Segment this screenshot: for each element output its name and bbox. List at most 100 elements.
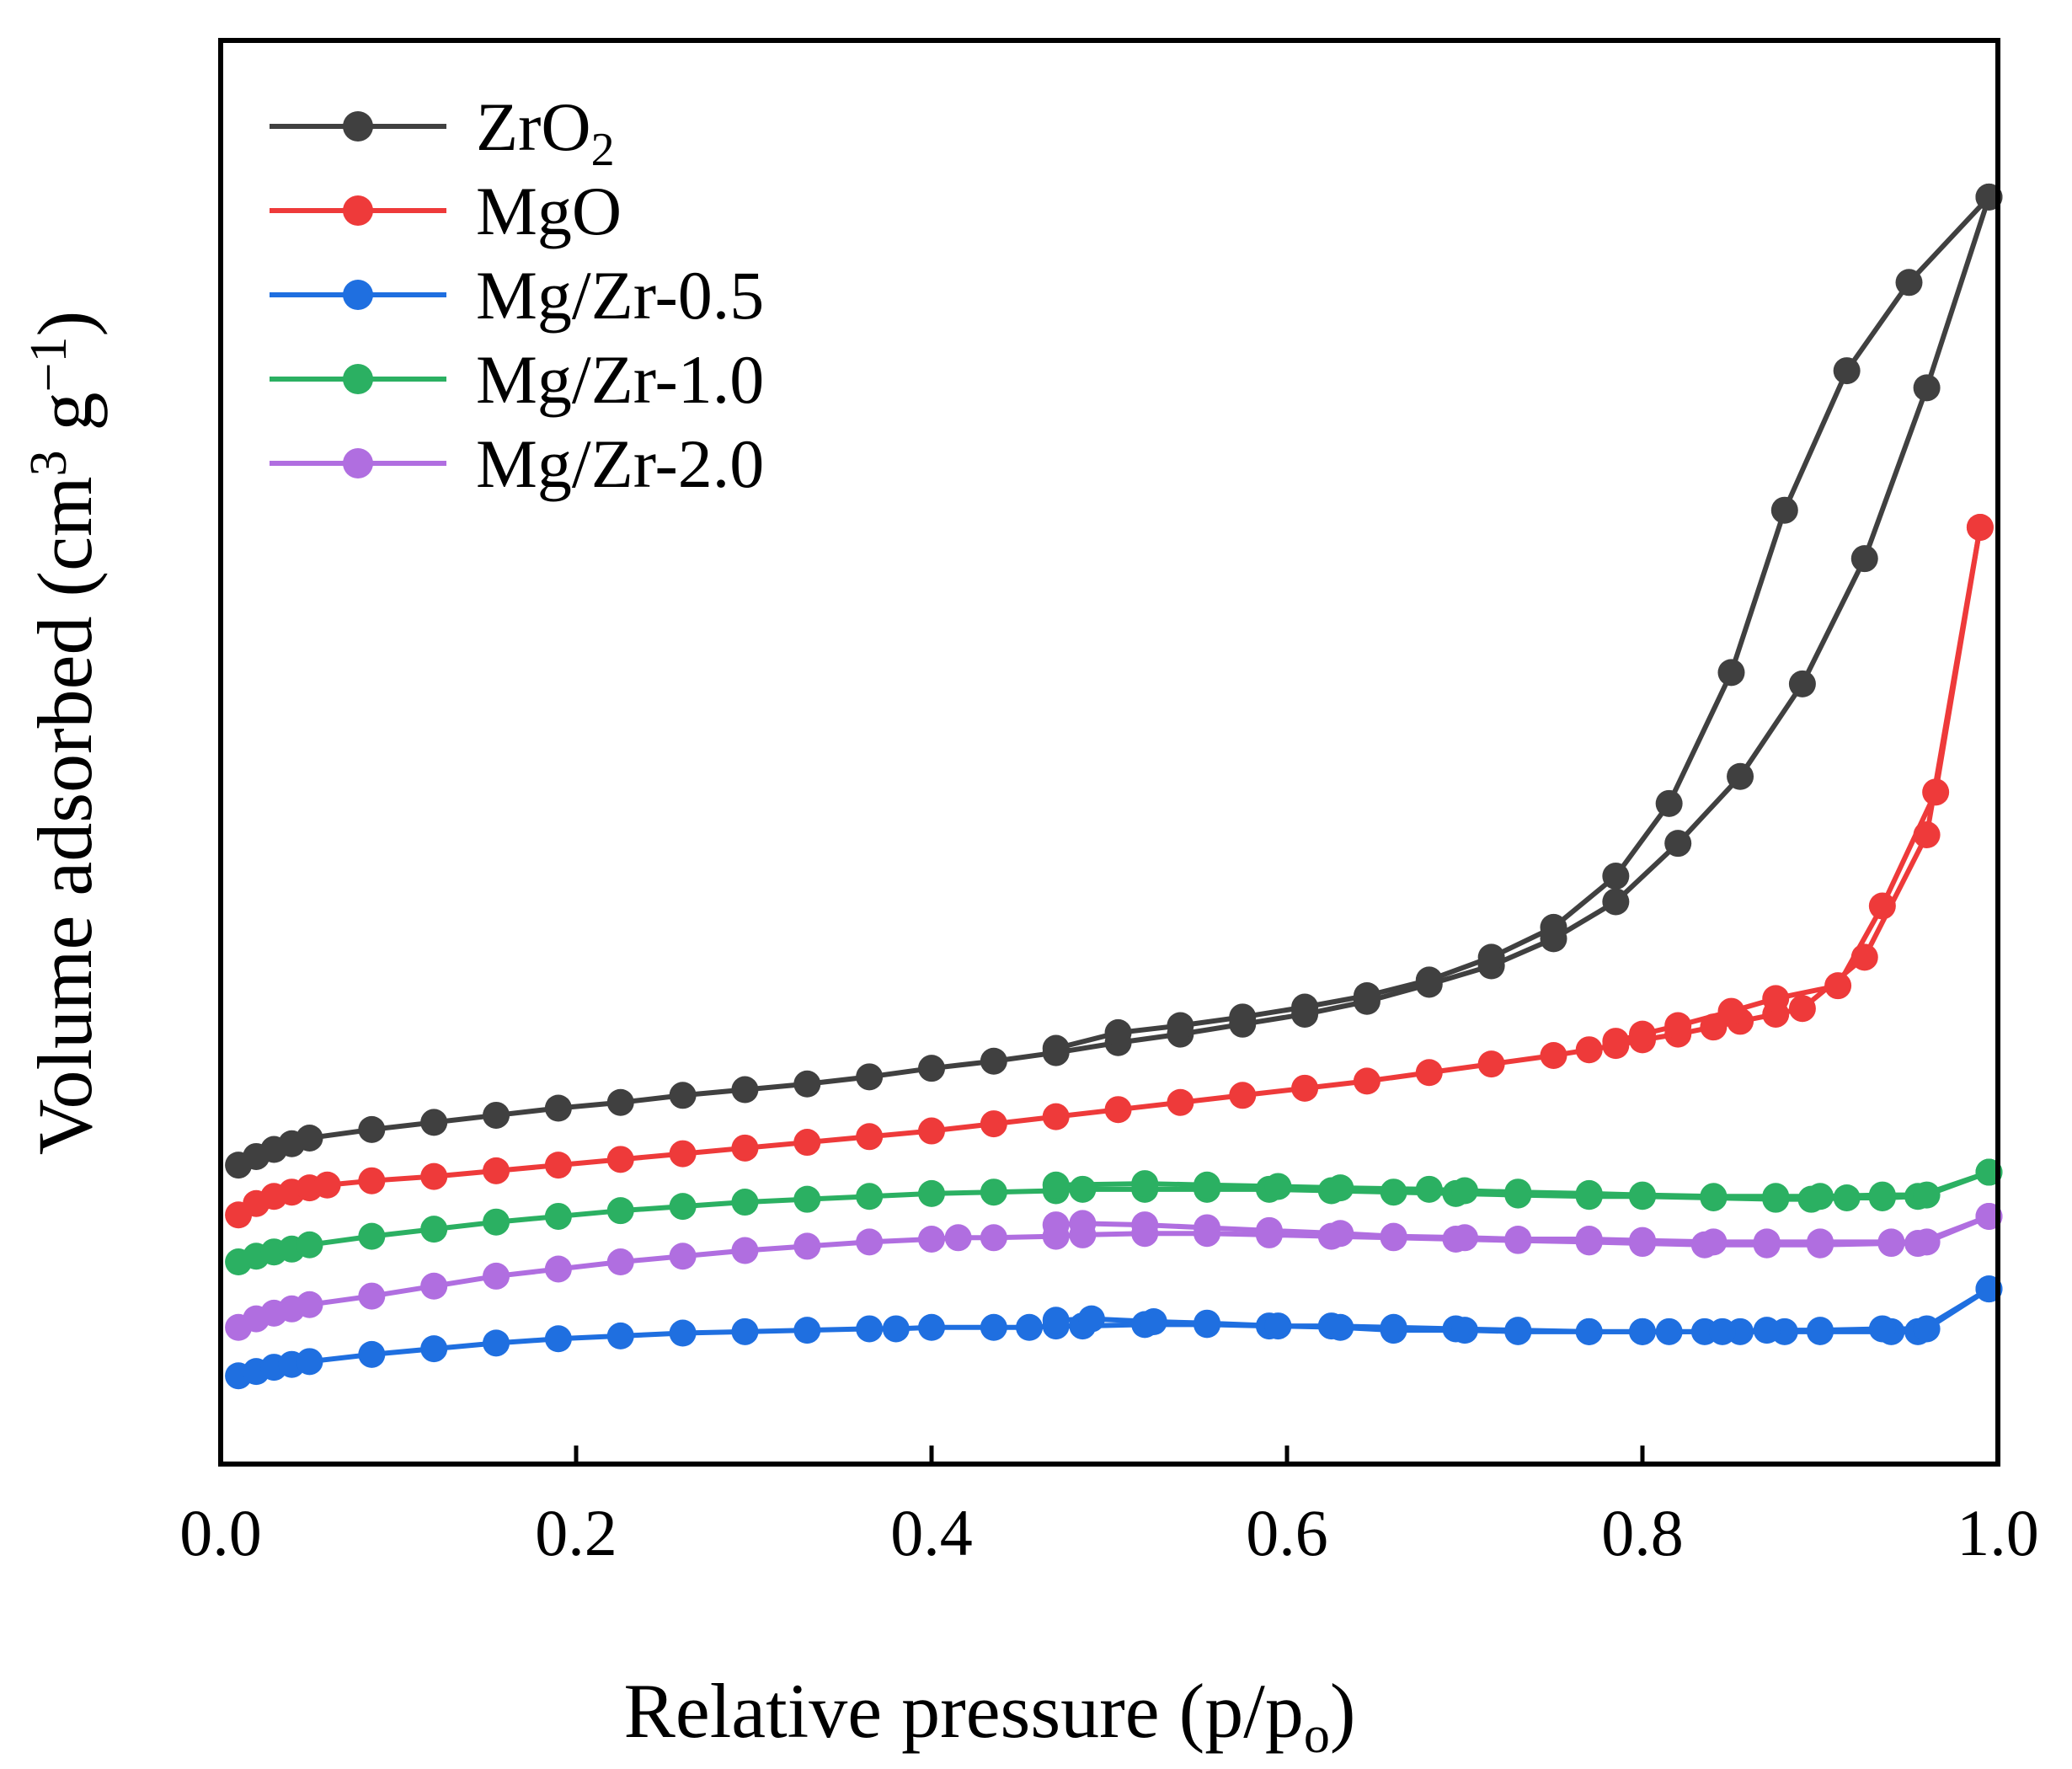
adsorption-point (793, 1232, 821, 1260)
x-axis-title: Relative pressure (p/po) (624, 1668, 1356, 1764)
adsorption-point (1850, 943, 1878, 971)
adsorption-point (544, 1202, 572, 1230)
desorption-point (1504, 1178, 1532, 1206)
adsorption-point (1380, 1178, 1407, 1206)
desorption-point (1762, 985, 1790, 1013)
desorption-point (1868, 1181, 1896, 1209)
legend-item: MgO (270, 173, 622, 249)
adsorption-point (731, 1076, 759, 1104)
adsorption-point (1353, 1067, 1380, 1095)
adsorption-point (544, 1152, 572, 1179)
adsorption-point (1477, 1050, 1505, 1078)
desorption-point (1415, 1175, 1443, 1203)
adsorption-point (980, 1110, 1007, 1138)
desorption-point (1913, 1181, 1941, 1209)
adsorption-point (731, 1189, 759, 1216)
desorption-point (1877, 1228, 1905, 1256)
x-tick-label: 0.4 (890, 1496, 973, 1569)
adsorption-point (980, 1313, 1007, 1341)
adsorption-point (980, 1047, 1007, 1075)
adsorption-point (1700, 1013, 1728, 1041)
adsorption-point (606, 1197, 634, 1225)
adsorption-point (420, 1335, 448, 1363)
adsorption-point (1913, 374, 1941, 402)
legend-item: Mg/Zr-1.0 (270, 341, 764, 418)
adsorption-point (420, 1162, 448, 1190)
adsorption-point (296, 1231, 323, 1259)
adsorption-point (669, 1193, 697, 1221)
desorption-point (1895, 269, 1923, 297)
desorption-point (1753, 1317, 1781, 1344)
adsorption-point (669, 1319, 697, 1347)
desorption-point (1477, 943, 1505, 971)
adsorption-point (544, 1094, 572, 1122)
desorption-point (1664, 1012, 1692, 1039)
adsorption-point (420, 1109, 448, 1136)
desorption-point (1194, 1309, 1221, 1337)
desorption-point (1540, 913, 1567, 941)
desorption-point (1807, 1317, 1834, 1344)
desorption-point (1868, 1315, 1896, 1343)
desorption-point (1264, 1173, 1292, 1200)
series-mgo (225, 513, 1994, 1229)
desorption-point (1602, 1028, 1630, 1056)
desorption-point (1833, 357, 1861, 385)
desorption-point (1629, 1227, 1656, 1254)
legend-marker (343, 364, 373, 394)
adsorption-point (1913, 821, 1941, 849)
desorption-point (1104, 1018, 1132, 1046)
desorption-point (1629, 1020, 1656, 1048)
desorption-point (1708, 1317, 1736, 1345)
adsorption-point (918, 1055, 945, 1082)
desorption-point (1575, 1225, 1603, 1253)
adsorption-point (944, 1224, 972, 1252)
desorption-point (1140, 1308, 1167, 1335)
desorption-point (1602, 863, 1630, 890)
desorption-point (1868, 892, 1896, 920)
legend-label: Mg/Zr-0.5 (476, 257, 764, 334)
adsorption-point (669, 1243, 697, 1270)
adsorption-point (1727, 762, 1754, 790)
desorption-point (1042, 1307, 1070, 1334)
desorption-point (1717, 659, 1745, 687)
desorption-point (1042, 1034, 1070, 1062)
adsorption-point (980, 1224, 1007, 1252)
adsorption-point (1104, 1096, 1132, 1124)
adsorption-point (296, 1291, 323, 1318)
adsorption-point (296, 1348, 323, 1376)
desorption-point (1194, 1171, 1221, 1199)
adsorption-point (918, 1313, 945, 1341)
desorption-point (1700, 1183, 1728, 1211)
adsorption-point (483, 1157, 510, 1184)
adsorption-point (1415, 1059, 1443, 1087)
adsorption-point (1788, 995, 1816, 1023)
adsorption-point (856, 1315, 884, 1343)
adsorption-line (237, 1214, 1990, 1330)
legend-marker (343, 280, 373, 310)
desorption-point (1700, 1228, 1728, 1256)
adsorption-point (980, 1178, 1007, 1206)
adsorption-point (882, 1315, 910, 1343)
adsorption-point (606, 1248, 634, 1276)
desorption-point (1167, 1012, 1194, 1039)
x-tick-label: 0.0 (179, 1496, 262, 1569)
adsorption-point (420, 1272, 448, 1300)
adsorption-point (731, 1237, 759, 1264)
adsorption-point (358, 1282, 386, 1310)
desorption-point (1807, 1183, 1834, 1211)
adsorption-point (918, 1179, 945, 1207)
desorption-point (1415, 966, 1443, 994)
adsorption-point (918, 1225, 945, 1253)
adsorption-point (793, 1185, 821, 1213)
legend-item: Mg/Zr-0.5 (270, 257, 764, 334)
desorption-point (1451, 1177, 1478, 1205)
desorption-point (1264, 1312, 1292, 1340)
legend-marker (343, 448, 373, 478)
series-mg-zr-2-0 (225, 1202, 2003, 1341)
desorption-point (1291, 993, 1319, 1021)
desorption-point (1229, 1003, 1257, 1031)
adsorption-point (296, 1124, 323, 1152)
desorption-point (1194, 1214, 1221, 1242)
desorption-point (1131, 1170, 1159, 1198)
